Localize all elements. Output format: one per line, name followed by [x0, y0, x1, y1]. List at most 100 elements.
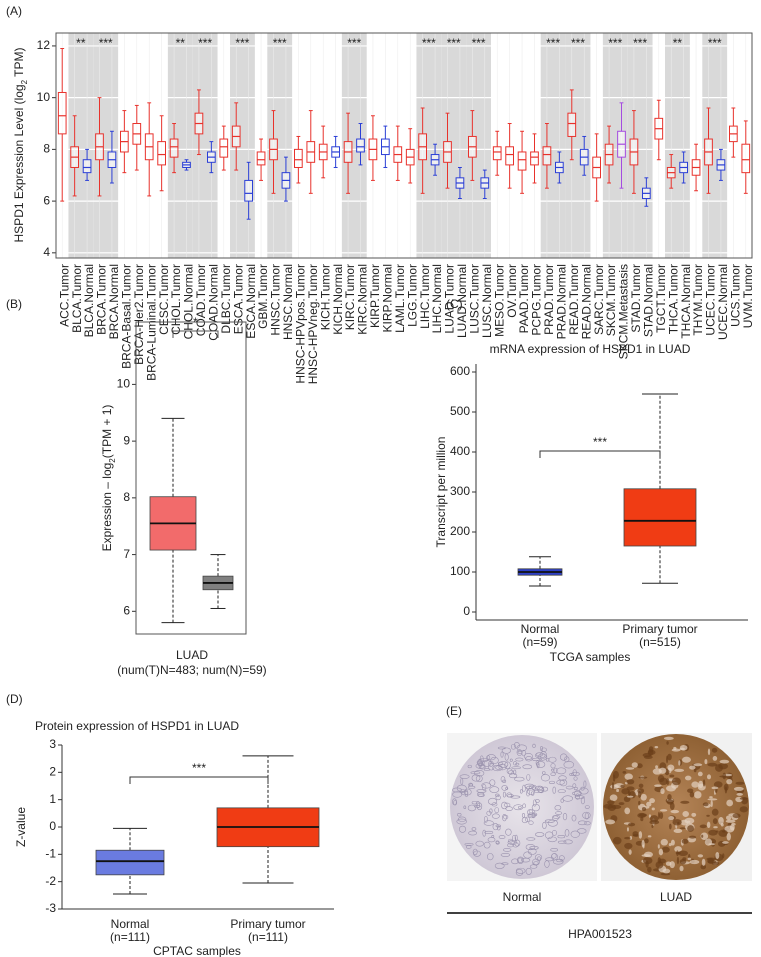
texture-blob [498, 763, 507, 771]
y-tick-label: 4 [43, 245, 50, 259]
x-tick-label: KICH.Tumor [318, 264, 332, 330]
texture-blob [736, 792, 743, 796]
texture-blob [551, 768, 555, 772]
texture-blob [525, 816, 530, 823]
x-tick-label: PRAD.Normal [555, 264, 569, 339]
texture-blob [710, 800, 713, 808]
y-axis-label: Transcript per million [434, 437, 448, 548]
texture-blob [562, 812, 568, 821]
texture-blob [558, 775, 567, 781]
texture-blob [515, 757, 524, 762]
texture-blob [452, 798, 457, 806]
texture-blob [655, 861, 664, 869]
box [356, 138, 365, 153]
x-tick-label: PAAD.Tumor [517, 264, 531, 333]
y-tick-label: 12 [37, 38, 51, 52]
x-tick-label: BLCA.Normal [82, 264, 96, 337]
texture-blob [525, 867, 532, 875]
x-tick-label: ACC.Tumor [57, 264, 71, 327]
x-tick-label: BRCA.Normal [107, 264, 121, 339]
significance-stars: ** [76, 36, 86, 50]
texture-blob [469, 783, 474, 787]
texture-blob [669, 774, 675, 778]
texture-blob [707, 748, 711, 756]
x-tick-label: CHOL.Normal [182, 264, 196, 339]
significance-stars: *** [198, 36, 212, 50]
texture-blob [702, 779, 706, 787]
texture-blob [483, 820, 494, 826]
texture-blob [498, 835, 506, 839]
texture-blob [654, 784, 662, 787]
texture-blob [733, 786, 744, 791]
box [492, 146, 502, 161]
texture-blob [541, 747, 547, 752]
y-tick-label: 8 [43, 142, 50, 156]
texture-blob [563, 839, 573, 845]
texture-blob [545, 857, 554, 862]
box [82, 159, 92, 174]
x-tick-label: TGCT.Tumor [654, 264, 668, 333]
x-tick-label: GBM.Tumor [256, 264, 270, 329]
texture-blob [502, 779, 507, 783]
texture-blob [522, 764, 533, 770]
texture-blob [641, 807, 647, 812]
texture-blob [464, 789, 469, 797]
texture-blob [584, 812, 589, 820]
texture-blob [722, 853, 725, 859]
texture-blob [654, 745, 659, 749]
texture-blob [626, 779, 635, 785]
texture-blob [570, 830, 580, 838]
texture-blob [684, 775, 692, 781]
texture-blob [679, 747, 686, 751]
texture-blob [573, 776, 578, 781]
texture-blob [646, 801, 652, 807]
x-tick-label: MESO.Tumor [492, 264, 506, 337]
texture-blob [516, 744, 528, 752]
x-tick-label: DLBC.Tumor [219, 264, 233, 334]
texture-blob [521, 817, 528, 824]
y-axis-label-part: Expression – log [100, 463, 114, 552]
x-tick-label: STAD.Normal [642, 264, 656, 337]
texture-blob [722, 772, 727, 780]
texture-blob [657, 844, 660, 849]
x-tick-label: BRCA-Basal.Tumor [120, 264, 134, 369]
texture-blob [484, 830, 494, 834]
x-tick-label: LUAD.Tumor [443, 264, 457, 334]
y-tick-label: -3 [45, 901, 56, 915]
texture-blob [739, 797, 749, 800]
x-tick-label: HNSC.Tumor [269, 264, 283, 336]
texture-blob [527, 848, 537, 855]
texture-blob [535, 799, 540, 803]
texture-blob [678, 760, 681, 766]
texture-blob [673, 828, 683, 834]
x-tick-label: STAD.Tumor [629, 264, 643, 333]
texture-blob [735, 781, 745, 785]
texture-blob [621, 788, 630, 795]
y-tick-label: 8 [123, 490, 130, 504]
texture-blob [660, 788, 665, 795]
x-tick-label: UVM.Tumor [741, 264, 755, 328]
texture-blob [467, 764, 472, 769]
texture-blob [534, 785, 544, 790]
texture-blob [584, 821, 591, 826]
box [505, 146, 514, 166]
texture-blob [718, 762, 728, 770]
texture-blob [521, 857, 531, 863]
texture-blob [724, 825, 735, 833]
texture-blob [580, 796, 585, 805]
texture-blob [502, 814, 507, 822]
texture-blob [457, 813, 462, 817]
texture-blob [475, 840, 484, 847]
y-tick-label: 9 [123, 433, 130, 447]
texture-blob [702, 802, 709, 807]
texture-blob [628, 849, 632, 855]
texture-blob [491, 835, 495, 839]
texture-blob [551, 853, 558, 861]
texture-blob [667, 764, 675, 771]
texture-blob [486, 810, 492, 816]
texture-blob [487, 837, 496, 843]
texture-blob [526, 789, 530, 797]
texture-blob [533, 861, 539, 865]
texture-blob [456, 818, 467, 825]
texture-blob [643, 851, 653, 858]
